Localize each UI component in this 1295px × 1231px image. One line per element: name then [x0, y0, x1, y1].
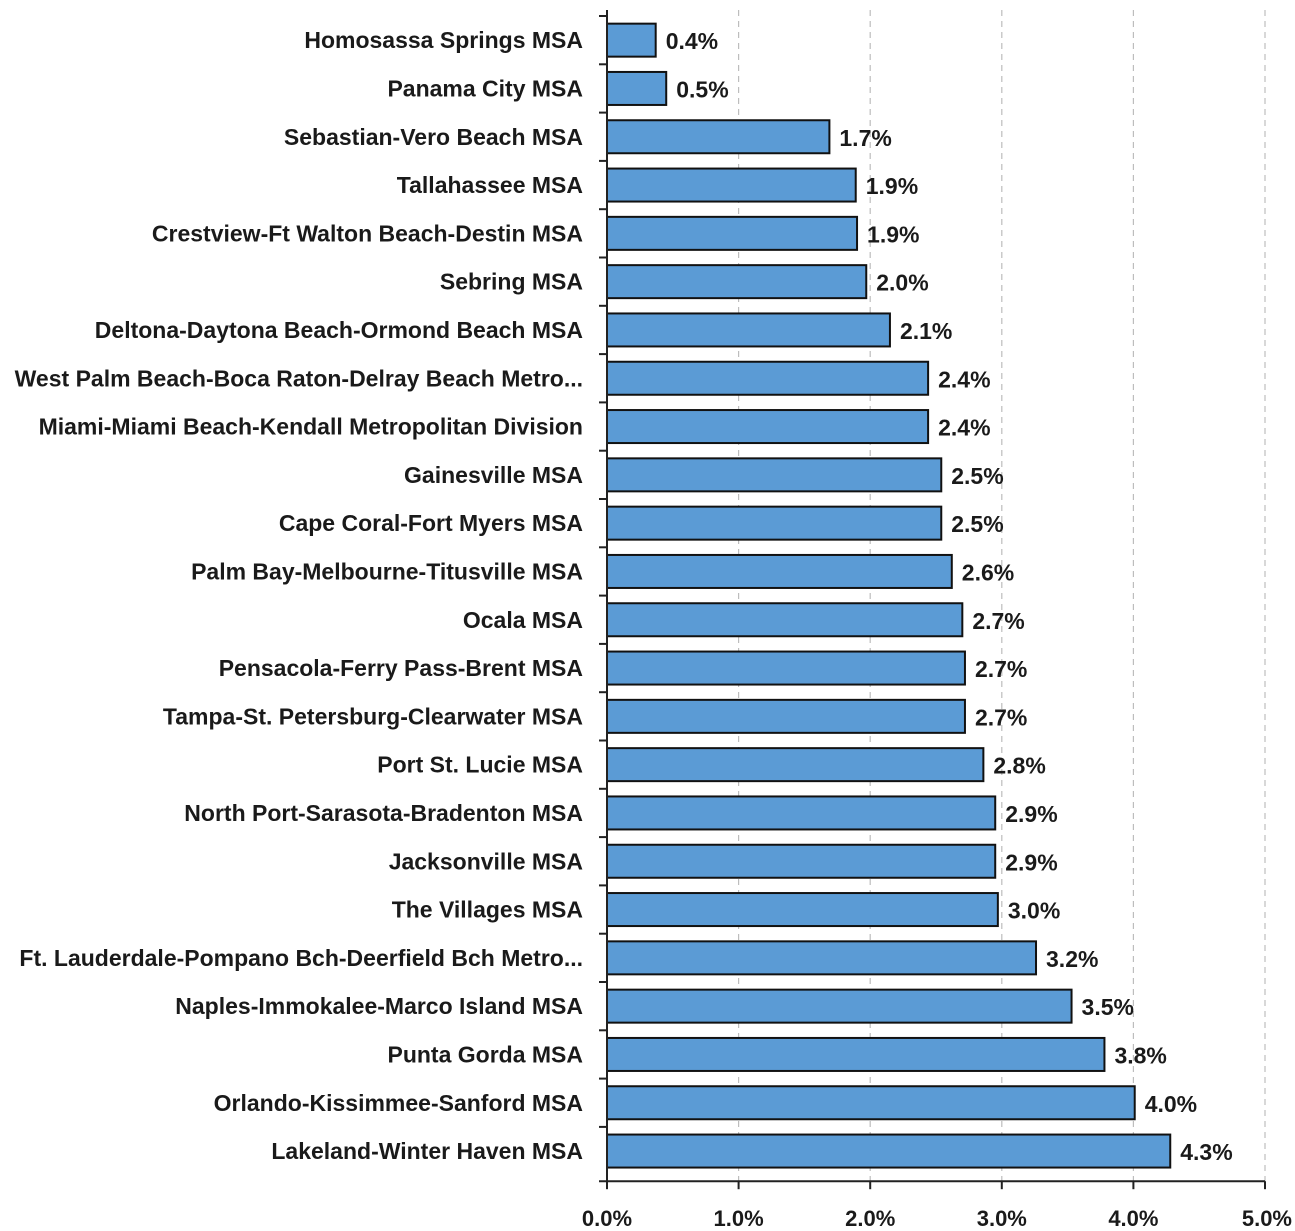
bar: [606, 988, 1073, 1024]
category-label: Sebastian-Vero Beach MSA: [284, 124, 583, 150]
data-label: 2.7%: [972, 608, 1024, 634]
category-label: Ocala MSA: [463, 607, 583, 633]
category-label: Panama City MSA: [387, 75, 583, 101]
category-label: Pensacola-Ferry Pass-Brent MSA: [219, 655, 583, 681]
bar: [606, 1036, 1106, 1072]
x-tick-label: 5.0%: [1242, 1206, 1292, 1231]
data-label: 3.8%: [1114, 1042, 1166, 1068]
category-label: Ft. Lauderdale-Pompano Bch-Deerfield Bch…: [19, 945, 583, 971]
bar: [606, 795, 997, 831]
bar: [606, 119, 831, 155]
data-label: 2.6%: [962, 559, 1014, 585]
x-tick-label: 0.0%: [582, 1206, 632, 1231]
x-tick-label: 2.0%: [845, 1206, 895, 1231]
bar: [606, 892, 999, 928]
data-label: 2.5%: [951, 511, 1003, 537]
bar: [606, 215, 859, 251]
bar: [606, 747, 985, 783]
data-label: 2.7%: [975, 704, 1027, 730]
data-label: 2.9%: [1005, 849, 1057, 875]
labels: Homosassa Springs MSA 0.4% Panama City MSA…: [15, 27, 1292, 1231]
category-label: Crestview-Ft Walton Beach-Destin MSA: [152, 220, 583, 246]
category-label: Jacksonville MSA: [389, 848, 583, 874]
data-label: 0.4%: [666, 28, 718, 54]
bar: [606, 167, 857, 203]
category-label: Orlando-Kissimmee-Sanford MSA: [214, 1090, 583, 1116]
bar: [606, 70, 668, 106]
category-label: The Villages MSA: [392, 897, 583, 923]
axes: [599, 10, 1266, 1190]
data-label: 4.0%: [1145, 1091, 1197, 1117]
data-label: 3.0%: [1008, 898, 1060, 924]
x-tick-label: 1.0%: [714, 1206, 764, 1231]
category-label: Homosassa Springs MSA: [304, 27, 583, 53]
category-label: Lakeland-Winter Haven MSA: [271, 1138, 583, 1164]
data-label: 2.9%: [1005, 801, 1057, 827]
bar: [606, 602, 964, 638]
category-label: West Palm Beach-Boca Raton-Delray Beach …: [15, 365, 583, 391]
category-label: Port St. Lucie MSA: [377, 752, 583, 778]
data-label: 4.3%: [1180, 1139, 1232, 1165]
bars: [606, 22, 1172, 1169]
data-label: 3.2%: [1046, 946, 1098, 972]
bar: [606, 698, 966, 734]
bar: [606, 553, 953, 589]
bar: [606, 1133, 1172, 1169]
bar: [606, 1085, 1136, 1121]
data-label: 2.7%: [975, 656, 1027, 682]
x-tick-label: 4.0%: [1108, 1206, 1158, 1231]
category-label: Tallahassee MSA: [397, 172, 583, 198]
category-label: Tampa-St. Petersburg-Clearwater MSA: [163, 703, 583, 729]
category-label: Palm Bay-Melbourne-Titusville MSA: [191, 558, 583, 584]
grid-lines: [737, 10, 1266, 1182]
bar: [606, 940, 1038, 976]
data-label: 2.8%: [993, 753, 1045, 779]
data-label: 2.4%: [938, 415, 990, 441]
data-label: 2.5%: [951, 463, 1003, 489]
bar: [606, 650, 966, 686]
data-label: 2.4%: [938, 366, 990, 392]
data-label: 1.9%: [867, 221, 919, 247]
bar: [606, 505, 943, 541]
bar: [606, 457, 943, 493]
category-label: Miami-Miami Beach-Kendall Metropolitan D…: [39, 414, 583, 440]
data-label: 0.5%: [676, 76, 728, 102]
bar: [606, 22, 657, 58]
category-label: Gainesville MSA: [404, 462, 583, 488]
data-label: 1.9%: [866, 173, 918, 199]
category-label: North Port-Sarasota-Bradenton MSA: [184, 800, 583, 826]
bar: [606, 312, 891, 348]
data-label: 2.0%: [876, 270, 928, 296]
bar: [606, 360, 930, 396]
bar: [606, 264, 868, 300]
category-label: Punta Gorda MSA: [387, 1041, 583, 1067]
category-label: Deltona-Daytona Beach-Ormond Beach MSA: [95, 317, 583, 343]
bar: [606, 409, 930, 445]
data-label: 3.5%: [1082, 994, 1134, 1020]
bar: [606, 843, 997, 879]
data-label: 1.7%: [839, 125, 891, 151]
category-label: Cape Coral-Fort Myers MSA: [279, 510, 583, 536]
x-tick-label: 3.0%: [977, 1206, 1027, 1231]
category-label: Sebring MSA: [440, 269, 583, 295]
data-label: 2.1%: [900, 318, 952, 344]
category-label: Naples-Immokalee-Marco Island MSA: [175, 993, 583, 1019]
